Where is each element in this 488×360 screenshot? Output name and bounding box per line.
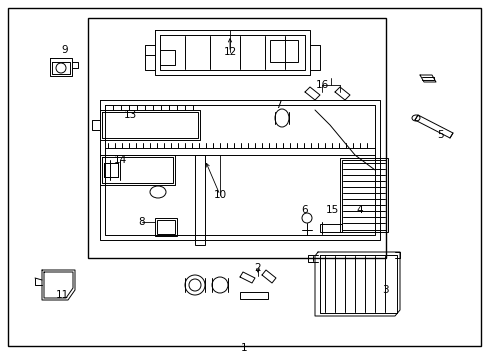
Bar xyxy=(341,160,385,230)
Text: 14: 14 xyxy=(113,155,126,165)
Text: 2: 2 xyxy=(254,263,261,273)
Bar xyxy=(319,224,341,232)
Bar xyxy=(104,163,118,177)
Text: 6: 6 xyxy=(301,205,307,215)
Bar xyxy=(269,40,297,62)
Text: 3: 3 xyxy=(381,285,387,295)
Text: 5: 5 xyxy=(436,130,443,140)
Text: 13: 13 xyxy=(123,110,136,120)
Text: 15: 15 xyxy=(325,205,338,215)
Text: 16: 16 xyxy=(315,80,328,90)
Text: 8: 8 xyxy=(139,217,145,227)
Text: 1: 1 xyxy=(240,343,247,353)
Text: 9: 9 xyxy=(61,45,68,55)
Text: 10: 10 xyxy=(213,190,226,200)
Text: 12: 12 xyxy=(223,47,236,57)
Bar xyxy=(240,292,267,299)
Bar xyxy=(195,155,204,245)
Bar xyxy=(339,158,387,232)
Bar xyxy=(88,18,385,258)
Text: 7: 7 xyxy=(274,100,281,110)
Bar xyxy=(157,220,175,234)
Text: 4: 4 xyxy=(356,205,363,215)
Bar xyxy=(104,163,118,177)
Bar xyxy=(155,218,177,236)
Text: 11: 11 xyxy=(55,290,68,300)
